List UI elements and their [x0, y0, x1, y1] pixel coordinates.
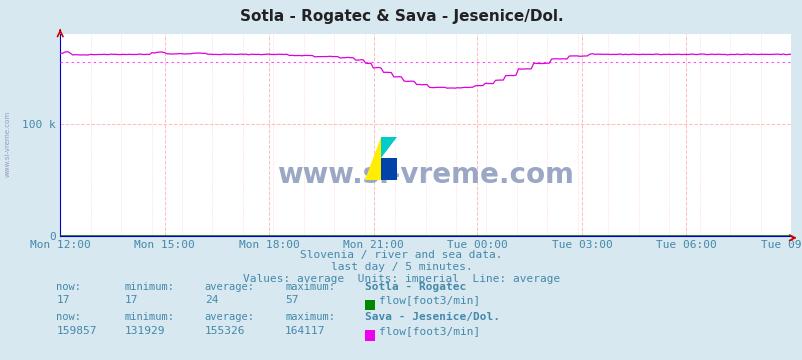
Text: 155326: 155326	[205, 326, 245, 336]
Text: www.si-vreme.com: www.si-vreme.com	[277, 161, 573, 189]
Text: 131929: 131929	[124, 326, 164, 336]
Text: average:: average:	[205, 282, 254, 292]
Text: Sotla - Rogatec & Sava - Jesenice/Dol.: Sotla - Rogatec & Sava - Jesenice/Dol.	[239, 9, 563, 24]
Polygon shape	[381, 137, 397, 158]
Text: 17: 17	[124, 295, 138, 305]
Polygon shape	[381, 158, 397, 180]
Text: now:: now:	[56, 312, 81, 323]
Text: Sotla - Rogatec: Sotla - Rogatec	[365, 282, 466, 292]
Text: 17: 17	[56, 295, 70, 305]
Text: maximum:: maximum:	[285, 312, 334, 323]
Text: Slovenia / river and sea data.: Slovenia / river and sea data.	[300, 250, 502, 260]
Text: now:: now:	[56, 282, 81, 292]
Text: maximum:: maximum:	[285, 282, 334, 292]
Text: 159857: 159857	[56, 326, 96, 336]
Polygon shape	[365, 137, 381, 180]
Text: minimum:: minimum:	[124, 282, 174, 292]
Text: www.si-vreme.com: www.si-vreme.com	[5, 111, 11, 177]
Text: minimum:: minimum:	[124, 312, 174, 323]
Text: last day / 5 minutes.: last day / 5 minutes.	[330, 262, 472, 272]
Text: flow[foot3/min]: flow[foot3/min]	[379, 326, 480, 336]
Text: 24: 24	[205, 295, 218, 305]
Text: 164117: 164117	[285, 326, 325, 336]
Text: Sava - Jesenice/Dol.: Sava - Jesenice/Dol.	[365, 312, 500, 323]
Text: average:: average:	[205, 312, 254, 323]
Text: 57: 57	[285, 295, 298, 305]
Text: flow[foot3/min]: flow[foot3/min]	[379, 295, 480, 305]
Text: Values: average  Units: imperial  Line: average: Values: average Units: imperial Line: av…	[242, 274, 560, 284]
